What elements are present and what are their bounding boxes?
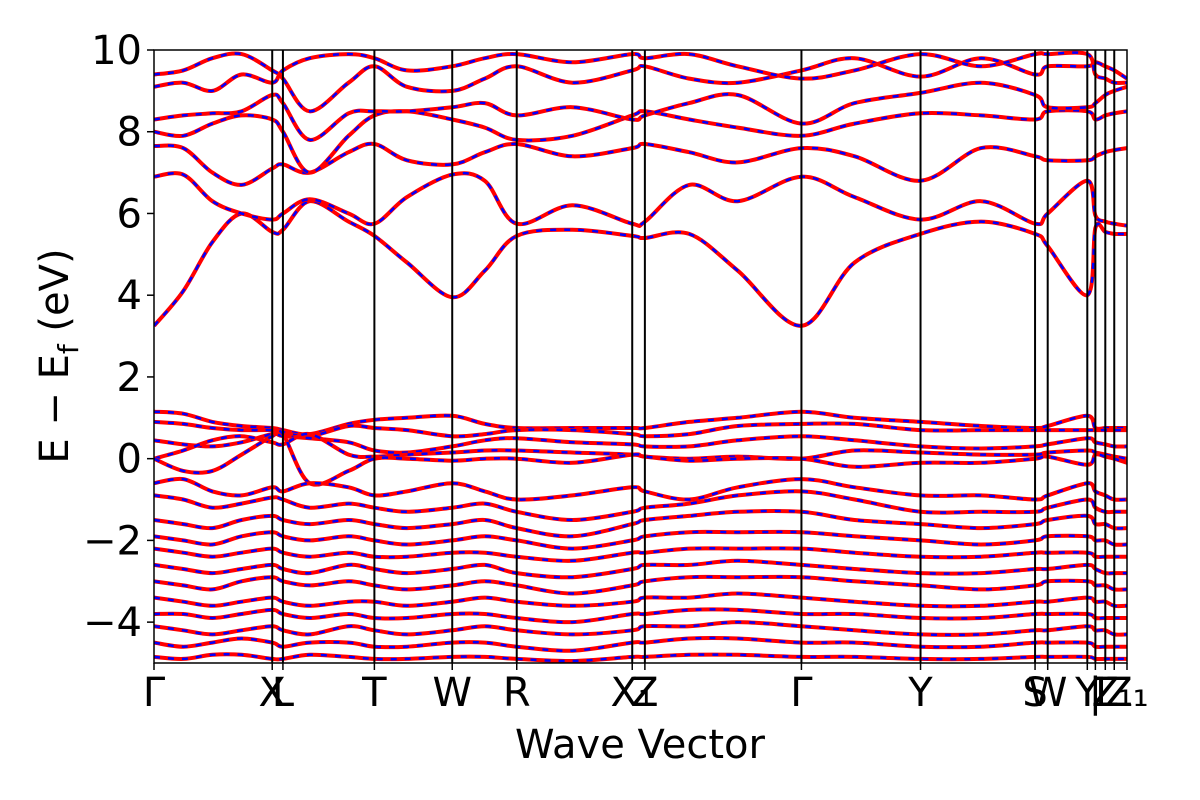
- band-22-dashed: [154, 636, 1127, 653]
- x-tick-label-5: R: [503, 670, 531, 716]
- y-axis-label-main: E − E: [32, 354, 78, 464]
- band-9-dashed: [154, 432, 1127, 454]
- band-0-dashed: [154, 199, 1127, 328]
- y-tick-label-2: 0: [117, 437, 142, 483]
- x-tick-label-7: Z: [631, 670, 658, 716]
- x-tick-label-1: X: [259, 670, 286, 716]
- band-19-dashed: [154, 592, 1127, 608]
- x-tick-label-11: W: [1028, 670, 1068, 716]
- x-tick-label-9: Y: [907, 670, 933, 716]
- x-tick-label-14: Z: [1092, 670, 1119, 716]
- band-2-dashed: [154, 142, 1127, 187]
- y-tick-label-3: 2: [117, 355, 142, 401]
- y-axis-label: E − Ef (eV): [32, 248, 85, 463]
- band-16-dashed: [154, 547, 1127, 563]
- x-tick-label-15: L₁: [1095, 670, 1133, 716]
- x-tick-label-16: Z₁: [1105, 670, 1148, 716]
- y-ticks: −4 −2 0 2 4 6 8 10: [83, 28, 154, 646]
- kpoint-lines: [271, 50, 1116, 663]
- band-21-dashed: [154, 620, 1127, 637]
- y-tick-label-6: 8: [117, 110, 142, 156]
- y-tick-label-7: 10: [91, 28, 142, 74]
- x-tick-label-8: Γ: [790, 670, 813, 716]
- plot-background: [154, 50, 1127, 663]
- x-tick-label-4: W: [432, 670, 472, 716]
- x-tick-label-6: X₁: [611, 670, 654, 716]
- band-18-dashed: [154, 575, 1127, 595]
- y-tick-label-5: 6: [117, 191, 142, 237]
- band-20-dashed: [154, 608, 1127, 624]
- band-17-dashed: [154, 559, 1127, 579]
- band-15-dashed: [154, 530, 1127, 550]
- y-axis-label-unit: (eV): [32, 248, 78, 344]
- plot-frame: [153, 49, 1128, 664]
- y-tick-label-4: 4: [117, 273, 142, 319]
- x-axis-label: Wave Vector: [515, 722, 766, 768]
- band-14-dashed: [154, 509, 1127, 538]
- x-tick-label-2: L: [272, 670, 295, 716]
- y-tick-label-1: −2: [83, 518, 142, 564]
- band-6-solid: [154, 50, 1127, 93]
- y-axis-label-sub: f: [52, 343, 85, 354]
- x-tick-label-12: Y: [1074, 670, 1100, 716]
- band-13-dashed: [154, 490, 1127, 522]
- x-tick-label-10: S: [1022, 670, 1047, 716]
- x-tick-label-13: |: [1089, 670, 1102, 716]
- x-tick-label-0: Γ: [143, 670, 166, 716]
- y-tick-label-0: −4: [83, 600, 142, 646]
- x-tick-label-3: T: [361, 670, 387, 716]
